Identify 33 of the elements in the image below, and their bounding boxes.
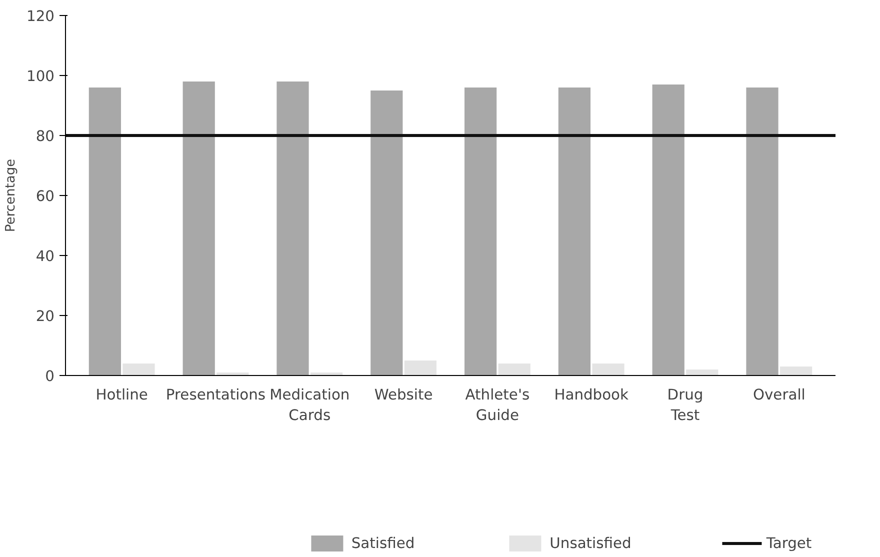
x-tick-label: Athlete's Guide bbox=[465, 386, 530, 424]
y-tick-label: 0 bbox=[45, 368, 55, 385]
bar bbox=[652, 84, 684, 376]
y-tick-label: 80 bbox=[36, 128, 55, 145]
y-tick-label: 100 bbox=[26, 68, 55, 85]
bar bbox=[276, 82, 309, 376]
bar bbox=[370, 90, 403, 376]
y-tick-label: 120 bbox=[26, 8, 55, 25]
x-tick-label: Website bbox=[374, 386, 433, 404]
bar bbox=[558, 88, 591, 376]
x-tick-label: Drug Test bbox=[667, 386, 704, 424]
bar bbox=[88, 88, 121, 376]
bar bbox=[746, 88, 778, 376]
bar bbox=[182, 82, 215, 376]
bar bbox=[498, 364, 530, 376]
bar bbox=[686, 370, 718, 376]
y-tick-label: 60 bbox=[36, 188, 55, 205]
bar bbox=[592, 364, 624, 376]
bar bbox=[780, 366, 812, 376]
y-tick-label: 20 bbox=[36, 308, 55, 325]
bar bbox=[464, 88, 497, 376]
x-tick-label: Hotline bbox=[96, 386, 148, 404]
y-axis-title: Percentage bbox=[4, 158, 19, 232]
legend-label: Target bbox=[766, 534, 812, 552]
bar bbox=[122, 364, 155, 376]
legend-label: Unsatisfied bbox=[550, 534, 632, 552]
x-tick-label: Medication Cards bbox=[270, 386, 350, 424]
x-tick-label: Overall bbox=[752, 386, 806, 404]
y-tick-label: 40 bbox=[36, 248, 55, 265]
bar bbox=[404, 360, 437, 376]
legend-label: Satisfied bbox=[351, 534, 415, 552]
x-tick-label: Handbook bbox=[554, 386, 630, 404]
x-tick-label: Presentations bbox=[166, 386, 266, 404]
